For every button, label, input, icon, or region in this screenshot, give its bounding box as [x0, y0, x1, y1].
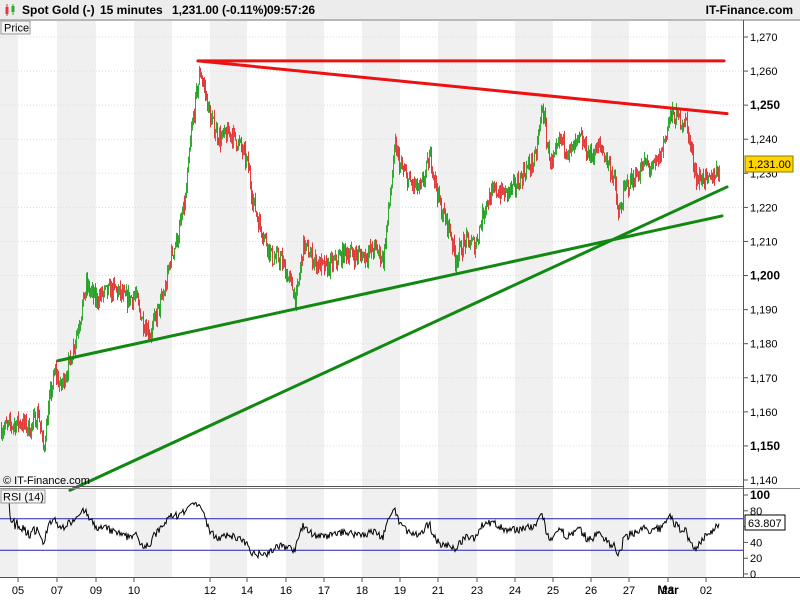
price-tick-label: 1,260 [750, 66, 778, 78]
rsi-line [2, 499, 720, 560]
price-tick-label: 1,190 [750, 305, 778, 317]
rsi-tick-label: 100 [750, 488, 770, 502]
price-tick-label: 1,240 [750, 134, 778, 146]
date-tick-label: 12 [204, 585, 216, 597]
date-tick-label: 09 [90, 585, 102, 597]
date-tick-label: 16 [280, 585, 292, 597]
rsi-last-label: 63.807 [748, 518, 782, 530]
rsi-last-marker [744, 514, 786, 531]
timeframe-label: 15 minutes [100, 3, 163, 17]
last-price-marker [744, 155, 794, 173]
brand-name: IT-Finance.com [705, 3, 793, 17]
candles-logo-icon [5, 4, 15, 16]
price-tick-label: 1,140 [750, 475, 778, 487]
day-band [591, 21, 629, 486]
price-tick-label: 1,150 [750, 439, 780, 453]
date-tick-label: 05 [12, 585, 24, 597]
price-tick-label: 1,200 [750, 269, 780, 283]
date-tick-label: 27 [623, 585, 635, 597]
last-change: 1,231.00 (-0.11%) [172, 3, 268, 17]
last-price-label: 1,231.00 [748, 159, 791, 171]
watermark: © IT-Finance.com [3, 475, 90, 487]
price-tick-label: 1,250 [750, 98, 780, 112]
price-tick-label: 1,180 [750, 339, 778, 351]
day-band [57, 21, 96, 486]
day-band [134, 21, 172, 486]
date-tick-label: 10 [128, 585, 140, 597]
date-tick-label: 02 [700, 585, 712, 597]
price-tick-label: 1,220 [750, 202, 778, 214]
date-tick-label: 18 [356, 585, 368, 597]
day-band [0, 21, 18, 486]
day-band [134, 489, 172, 577]
price-tick-label: 1,160 [750, 407, 778, 419]
rsi-tick-label: 0 [750, 569, 756, 581]
chart-header: Spot Gold (-) 15 minutes 1,231.00 (-0.11… [0, 0, 800, 20]
day-band [438, 489, 477, 577]
date-tick-label: 28 [662, 585, 674, 597]
price-tick-label: 1,210 [750, 236, 778, 248]
price-panel-box [0, 20, 31, 35]
header-time: 09:57:26 [267, 3, 316, 17]
date-tick-label: 07 [51, 585, 63, 597]
price-panel-label: Price [4, 23, 29, 35]
date-tick-label: 19 [394, 585, 406, 597]
date-tick-label: 25 [547, 585, 559, 597]
date-tick-label: 24 [509, 585, 521, 597]
day-band [438, 21, 477, 486]
date-tick-label: 14 [241, 585, 253, 597]
day-band [0, 489, 18, 577]
day-band [668, 21, 706, 486]
date-tick-label: 23 [471, 585, 483, 597]
rsi-panel-box [0, 489, 46, 504]
day-band [210, 21, 247, 486]
rsi-panel-label: RSI (14) [3, 492, 44, 504]
price-tick-label: 1,170 [750, 373, 778, 385]
rsi-tick-label: 40 [750, 537, 762, 549]
day-band [57, 489, 96, 577]
day-band [515, 489, 553, 577]
price-tick-label: 1,270 [750, 32, 778, 44]
day-band [210, 489, 247, 577]
day-band [286, 489, 324, 577]
date-tick-label: 26 [585, 585, 597, 597]
rsi-tick-label: 20 [750, 553, 762, 565]
date-tick-label: Mar [657, 583, 679, 597]
support-trendline [68, 185, 729, 492]
instrument-name: Spot Gold (-) [22, 3, 95, 17]
date-tick-label: 21 [432, 585, 444, 597]
date-tick-label: 17 [318, 585, 330, 597]
resistance-trendline [196, 59, 729, 116]
